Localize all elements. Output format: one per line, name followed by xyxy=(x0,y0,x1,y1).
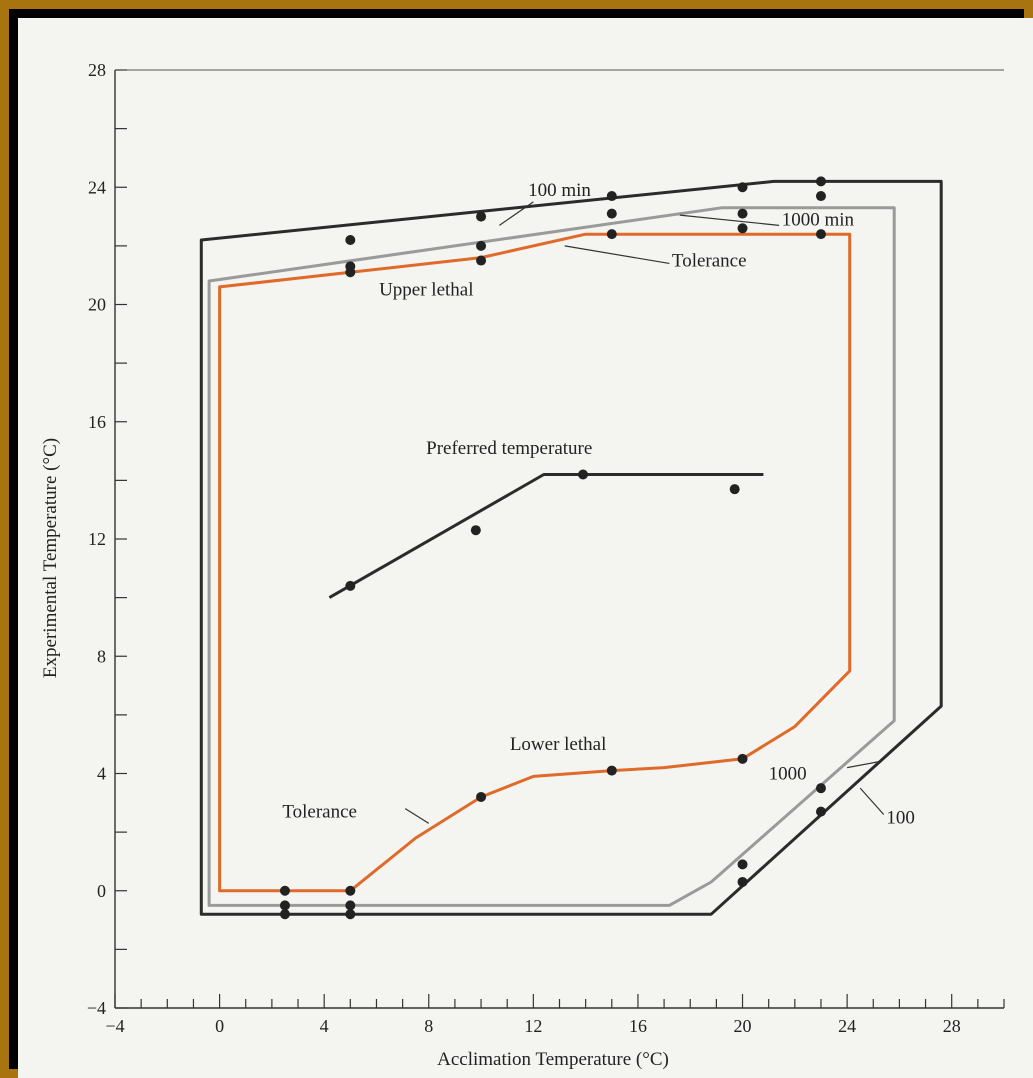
data-points xyxy=(279,176,826,920)
x-tick-label: 20 xyxy=(734,1016,752,1036)
data-point xyxy=(815,783,826,794)
series-lines xyxy=(199,179,943,916)
y-tick-label: 12 xyxy=(88,529,106,549)
data-point xyxy=(737,859,748,870)
series-tolerance xyxy=(218,232,852,893)
leader-line xyxy=(679,214,780,226)
data-point xyxy=(737,208,748,219)
leader-line xyxy=(564,245,670,265)
plot-frame xyxy=(114,69,1004,1009)
data-point xyxy=(815,191,826,202)
y-tick-label: 8 xyxy=(97,646,106,666)
annotation-lblPreferred: Preferred temperature xyxy=(426,438,592,459)
data-point xyxy=(476,255,487,266)
leader-line xyxy=(859,787,885,815)
annotation-lbl1000min: 1000 min xyxy=(782,209,855,230)
data-point xyxy=(476,240,487,251)
data-point xyxy=(815,806,826,817)
x-tick-label: 24 xyxy=(838,1016,856,1036)
y-tick-label: 24 xyxy=(88,177,106,197)
series-outer100 xyxy=(199,179,943,916)
leader-line xyxy=(404,808,430,824)
y-axis-title: Experimental Temperature (°C) xyxy=(40,438,61,678)
data-point xyxy=(345,267,356,278)
y-tick-label: 28 xyxy=(88,60,106,80)
annotation-lbl1000: 1000 xyxy=(769,763,807,784)
x-axis-title: Acclimation Temperature (°C) xyxy=(437,1049,669,1070)
data-point xyxy=(470,525,481,536)
x-tick-label: 8 xyxy=(424,1016,433,1036)
y-tick-label: 4 xyxy=(97,764,106,784)
series-mid1000 xyxy=(207,206,896,907)
x-tick-label: 12 xyxy=(524,1016,542,1036)
y-tick-label: 16 xyxy=(88,412,106,432)
annotation-leaders xyxy=(404,201,885,824)
data-point xyxy=(737,753,748,764)
data-point xyxy=(476,211,487,222)
data-point xyxy=(279,885,290,896)
x-tick-label: 4 xyxy=(320,1016,329,1036)
data-point xyxy=(578,469,589,480)
data-point xyxy=(345,900,356,911)
y-tick-label: 0 xyxy=(97,881,106,901)
annotation-lblTolUpper: Tolerance xyxy=(672,250,747,271)
annotation-lblTolLower: Tolerance xyxy=(282,801,357,822)
x-tick-label: −4 xyxy=(105,1016,124,1036)
data-point xyxy=(345,909,356,920)
data-point xyxy=(815,229,826,240)
annotations: 100 min 1000 min Tolerance Upper lethal Pref… xyxy=(282,180,914,828)
data-point xyxy=(815,176,826,187)
y-tick-label: −4 xyxy=(87,998,106,1018)
x-tick-label: 28 xyxy=(943,1016,961,1036)
data-point xyxy=(476,791,487,802)
data-point xyxy=(606,229,617,240)
annotation-lbl100: 100 xyxy=(886,807,915,828)
data-point xyxy=(279,900,290,911)
data-point xyxy=(345,235,356,246)
series-preferred xyxy=(328,473,764,599)
data-point xyxy=(737,223,748,234)
axis-ticks: −4 0 4 8 12 16 20 24 28 −4 0 4 8 12 16 20 24 28 xyxy=(87,60,1005,1036)
leader-line xyxy=(847,761,879,769)
data-point xyxy=(279,909,290,920)
data-point xyxy=(345,885,356,896)
data-point xyxy=(606,191,617,202)
annotation-lbl100min: 100 min xyxy=(528,180,591,201)
leader-line xyxy=(499,201,534,226)
x-tick-label: 0 xyxy=(215,1016,224,1036)
data-point xyxy=(606,765,617,776)
y-tick-label: 20 xyxy=(88,295,106,315)
x-tick-label: 16 xyxy=(629,1016,647,1036)
data-point xyxy=(606,208,617,219)
data-point xyxy=(345,580,356,591)
annotation-lblLowerLethal: Lower lethal xyxy=(510,734,607,755)
annotation-lblUpperLethal: Upper lethal xyxy=(379,280,473,301)
data-point xyxy=(737,876,748,887)
data-point xyxy=(729,484,740,495)
data-point xyxy=(737,182,748,193)
chart-paper: −4 0 4 8 12 16 20 24 28 −4 0 4 8 12 16 20 24 28 100 min 10… xyxy=(18,18,1033,1078)
